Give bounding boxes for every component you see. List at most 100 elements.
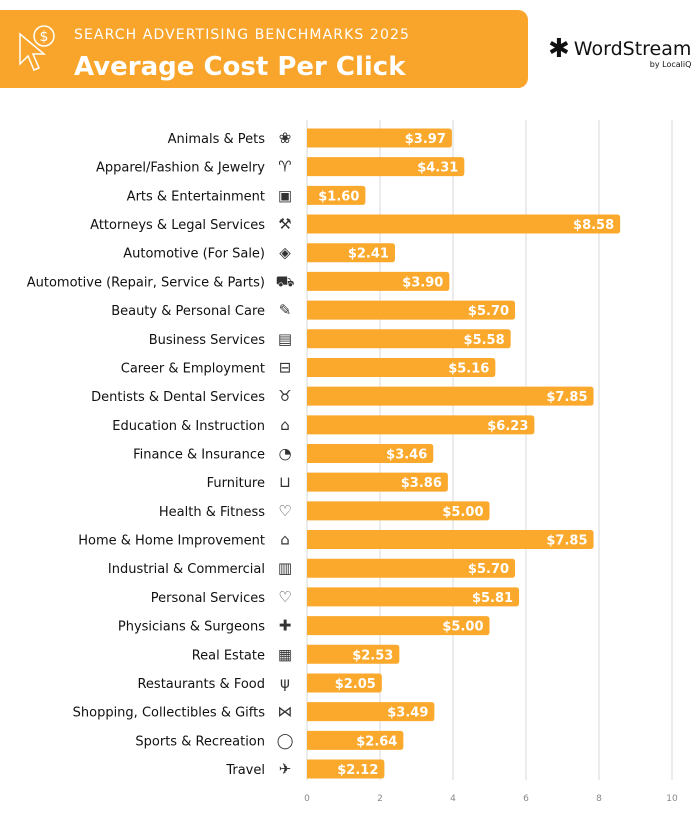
bar — [307, 673, 382, 693]
wordstream-logo: ✱ WordStream by LocaliQ — [548, 34, 692, 69]
x-tick-label: 2 — [377, 794, 383, 804]
data-label: $3.49 — [387, 706, 428, 721]
data-label: $7.85 — [546, 390, 587, 405]
category-label: Apparel/Fashion & Jewelry — [96, 161, 265, 176]
category-label: Sports & Recreation — [135, 734, 265, 749]
paw-icon: ❀ — [279, 129, 292, 147]
bar — [307, 616, 490, 636]
data-label: $3.97 — [405, 132, 446, 147]
tag-icon: ◈ — [279, 244, 291, 262]
utensils-icon: ψ — [280, 674, 290, 692]
bar — [307, 271, 450, 291]
hand-heart-icon: ♡ — [278, 588, 291, 606]
category-label: Arts & Entertainment — [127, 189, 265, 204]
data-label: $3.86 — [401, 476, 442, 491]
header-kicker: SEARCH ADVERTISING BENCHMARKS 2025 — [74, 27, 410, 43]
data-label: $1.60 — [318, 189, 359, 204]
x-tick-label: 4 — [450, 794, 456, 804]
data-label: $2.05 — [335, 677, 376, 692]
data-label: $3.46 — [386, 448, 427, 463]
data-label: $2.12 — [337, 763, 378, 778]
header-banner: $ SEARCH ADVERTISING BENCHMARKS 2025 Ave… — [0, 10, 528, 88]
bar — [307, 128, 452, 148]
brush-icon: ✎ — [279, 301, 292, 319]
data-label: $8.58 — [573, 218, 614, 233]
category-label: Industrial & Commercial — [108, 562, 265, 577]
category-label: Finance & Insurance — [133, 448, 265, 463]
tooth-icon: ♉ — [278, 387, 291, 405]
bar — [307, 357, 496, 377]
house-icon: ⌂ — [280, 531, 290, 549]
x-tick-label: 10 — [666, 794, 678, 804]
bar — [307, 530, 594, 550]
bar — [307, 243, 395, 263]
logo-sub: by LocaliQ — [649, 60, 692, 69]
bar — [307, 587, 520, 607]
x-tick-label: 6 — [523, 794, 529, 804]
bar — [307, 185, 366, 205]
data-label: $5.00 — [442, 505, 483, 520]
armchair-icon: ⊔ — [279, 473, 291, 491]
data-label: $5.58 — [464, 333, 505, 348]
bar — [307, 730, 404, 750]
data-label: $2.53 — [352, 648, 393, 663]
x-tick-label: 0 — [304, 794, 310, 804]
data-label: $5.00 — [442, 620, 483, 635]
category-label: Education & Instruction — [112, 419, 265, 434]
svg-text:$: $ — [40, 29, 49, 45]
category-label: Travel — [225, 763, 265, 778]
graduation-cap-icon: ⌂ — [280, 416, 290, 434]
bar — [307, 386, 594, 406]
bar — [307, 157, 465, 177]
category-label: Furniture — [207, 476, 265, 491]
category-label: Dentists & Dental Services — [91, 390, 265, 405]
picture-icon: ▣ — [278, 186, 292, 204]
bar — [307, 329, 511, 349]
logo-mark-icon: ✱ — [548, 34, 570, 64]
data-label: $4.31 — [417, 161, 458, 176]
category-label: Restaurants & Food — [137, 677, 265, 692]
category-label: Beauty & Personal Care — [111, 304, 265, 319]
category-label: Shopping, Collectibles & Gifts — [73, 706, 266, 721]
bar — [307, 415, 535, 435]
briefcase-icon: ⊟ — [279, 358, 292, 376]
logo-text: WordStream — [573, 38, 692, 60]
category-label: Home & Home Improvement — [78, 534, 265, 549]
category-label: Career & Employment — [121, 361, 265, 376]
category-label: Physicians & Surgeons — [118, 620, 265, 635]
factory-icon: ▥ — [278, 559, 292, 577]
category-label: Animals & Pets — [168, 132, 266, 147]
category-label: Health & Fitness — [159, 505, 265, 520]
ball-icon: ◯ — [277, 731, 294, 749]
bar — [307, 444, 434, 463]
data-label: $2.64 — [356, 734, 397, 749]
data-label: $7.85 — [546, 534, 587, 549]
data-label: $6.23 — [487, 419, 528, 434]
data-label: $5.70 — [468, 562, 509, 577]
data-label: $2.41 — [348, 247, 389, 262]
car-icon: ⛟ — [276, 272, 295, 290]
gavel-icon: ⚒ — [278, 215, 291, 233]
x-tick-label: 8 — [596, 794, 602, 804]
bar — [307, 501, 490, 521]
bar — [307, 759, 385, 779]
tshirt-icon: ♈ — [278, 158, 291, 176]
bar — [307, 558, 516, 578]
heart-icon: ♡ — [278, 502, 291, 520]
bar — [307, 644, 400, 664]
piggy-bank-icon: ◔ — [278, 445, 291, 463]
bar — [307, 702, 435, 722]
cursor-dollar-icon: $ — [19, 25, 55, 71]
data-label: $5.16 — [448, 361, 489, 376]
medical-cross-icon: ✚ — [279, 617, 292, 635]
data-label: $5.81 — [472, 591, 513, 606]
document-icon: ▤ — [278, 330, 292, 348]
category-label: Automotive (Repair, Service & Parts) — [27, 275, 265, 290]
category-label: Attorneys & Legal Services — [90, 218, 265, 233]
bar — [307, 214, 621, 234]
airplane-icon: ✈ — [279, 760, 292, 778]
data-label: $5.70 — [468, 304, 509, 319]
storefront-icon: ▦ — [278, 645, 292, 663]
bar — [307, 472, 448, 492]
